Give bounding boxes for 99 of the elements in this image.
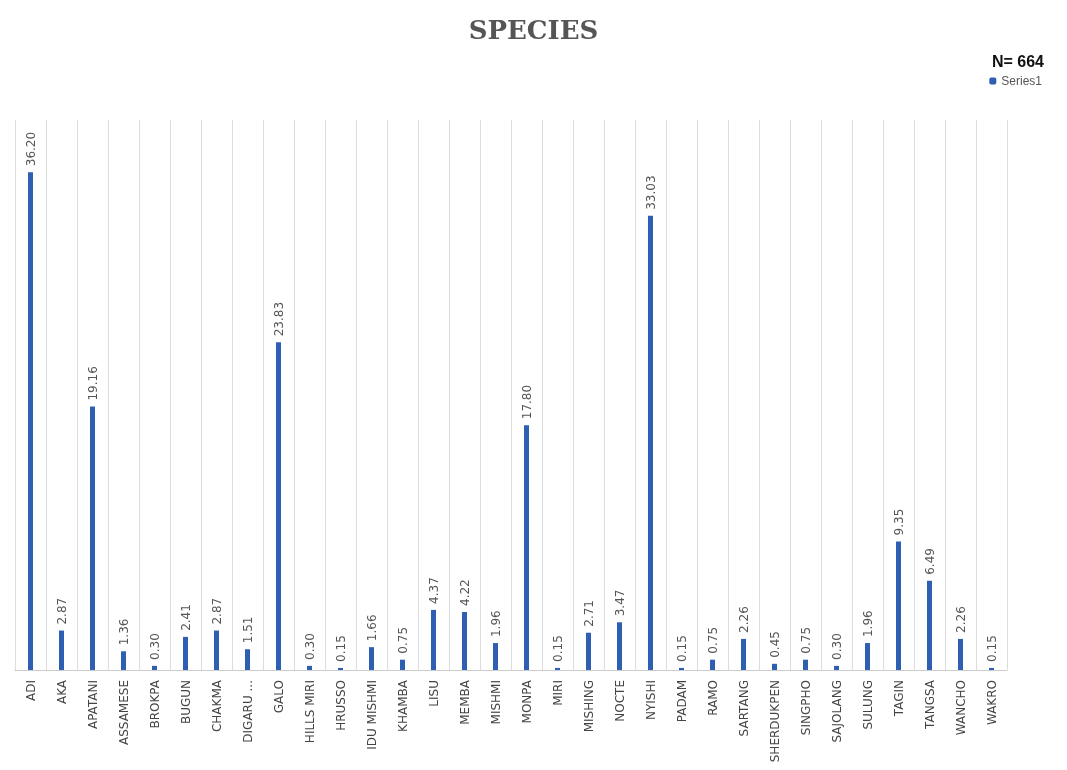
- x-tick-label: IDU MISHMI: [364, 680, 379, 750]
- data-label: 0.45: [767, 631, 782, 658]
- bar: [586, 632, 591, 670]
- bar: [400, 659, 405, 670]
- bar: [803, 659, 808, 670]
- bar: [772, 663, 777, 670]
- data-label: 0.15: [984, 635, 999, 662]
- legend-label: Series1: [1001, 74, 1043, 88]
- x-tick-label: SULUNG: [860, 680, 875, 730]
- data-label: 19.16: [85, 366, 100, 401]
- x-tick-label: SAJOLANG: [829, 680, 844, 743]
- data-label: 2.87: [209, 597, 224, 625]
- data-label: 0.15: [550, 635, 565, 662]
- x-tick-label: NYISHI: [643, 680, 658, 721]
- bar: [152, 665, 157, 670]
- data-label: 17.80: [519, 384, 534, 420]
- data-label: 0.30: [147, 633, 162, 660]
- data-label: 0.30: [302, 633, 317, 660]
- x-tick-label: BROKPA: [147, 679, 162, 729]
- bar: [865, 643, 870, 670]
- bar: [121, 651, 126, 670]
- x-tick-label: ADI: [23, 680, 38, 701]
- bar: [59, 630, 64, 670]
- bar: [28, 172, 33, 670]
- bar: [183, 636, 188, 670]
- bar: [958, 638, 963, 670]
- data-label: 2.41: [178, 604, 193, 631]
- data-label: 4.37: [426, 577, 441, 604]
- x-tick-label: TANGSA: [922, 679, 937, 730]
- x-tick-label: APATANI: [85, 680, 100, 730]
- x-tick-label: HILLS MIRI: [302, 680, 317, 744]
- x-tick-label: MIRI: [550, 680, 565, 706]
- x-tick-label: PADAM: [674, 680, 689, 723]
- bar: [896, 541, 901, 670]
- data-label: 2.26: [736, 606, 751, 633]
- bar: [90, 406, 95, 670]
- x-tick-label: SARTANG: [736, 680, 751, 737]
- data-label: 6.49: [922, 548, 937, 575]
- bar: [245, 649, 250, 670]
- data-label: 0.15: [674, 635, 689, 662]
- x-tick-label: MISHMI: [488, 680, 503, 725]
- data-label: 2.87: [54, 597, 69, 625]
- x-tick-label: GALO: [271, 680, 286, 714]
- x-tick-label: SHERDUKPEN: [767, 680, 782, 763]
- x-tick-label: MONPA: [519, 679, 534, 724]
- bar: [338, 667, 343, 670]
- data-label: 9.35: [891, 508, 906, 536]
- x-tick-label: WANCHO: [953, 680, 968, 736]
- bar: [462, 611, 467, 670]
- x-tick-label: ASSAMESE: [116, 680, 131, 746]
- legend-title: N= 664: [991, 52, 1045, 70]
- x-tick-label: TAGIN: [891, 680, 906, 718]
- data-label: 23.83: [271, 301, 286, 337]
- x-tick-label: LISU: [426, 680, 441, 707]
- bar: [276, 342, 281, 670]
- bar: [989, 667, 994, 670]
- bar: [369, 647, 374, 670]
- x-tick-label: CHAKMA: [209, 679, 224, 733]
- data-label: 2.71: [581, 600, 596, 627]
- data-label: 0.75: [395, 626, 410, 654]
- data-label: 2.26: [953, 606, 968, 633]
- data-label: 3.47: [612, 589, 627, 617]
- x-tick-label: WAKRO: [984, 680, 999, 726]
- bar: [927, 580, 932, 670]
- x-tick-label: DIGARU ...: [240, 680, 255, 743]
- x-tick-label: AKA: [54, 679, 69, 705]
- x-tick-label: HRUSSO: [333, 680, 348, 731]
- data-label: 0.30: [829, 633, 844, 660]
- bar: [741, 638, 746, 670]
- bar: [617, 622, 622, 670]
- data-label: 4.22: [457, 579, 472, 606]
- data-label: 0.15: [333, 635, 348, 662]
- data-label: 1.96: [488, 610, 503, 638]
- x-tick-label: SINGPHO: [798, 680, 813, 736]
- chart-title: SPECIES: [468, 15, 599, 45]
- bar: [679, 667, 684, 670]
- data-label: 1.96: [860, 610, 875, 638]
- bar: [524, 425, 529, 670]
- bar: [834, 665, 839, 670]
- x-tick-label: BUGUN: [178, 680, 193, 725]
- data-label: 1.36: [116, 618, 131, 646]
- x-tick-label: KHAMBA: [395, 679, 410, 732]
- x-tick-label: RAMO: [705, 680, 720, 716]
- x-tick-label: MISHING: [581, 680, 596, 733]
- data-label: 33.03: [643, 175, 658, 210]
- bar: [493, 643, 498, 670]
- data-label: 36.20: [23, 131, 38, 167]
- x-tick-label: MEMBA: [457, 679, 472, 725]
- data-label: 1.51: [240, 616, 255, 644]
- bar: [710, 659, 715, 670]
- bar: [307, 665, 312, 670]
- bar: [648, 215, 653, 670]
- bar: [431, 609, 436, 670]
- bar: [214, 630, 219, 670]
- bar: [555, 667, 560, 670]
- data-label: 1.66: [364, 614, 379, 642]
- data-label: 0.75: [705, 626, 720, 654]
- x-tick-label: NOCTE: [612, 680, 627, 722]
- data-label: 0.75: [798, 626, 813, 654]
